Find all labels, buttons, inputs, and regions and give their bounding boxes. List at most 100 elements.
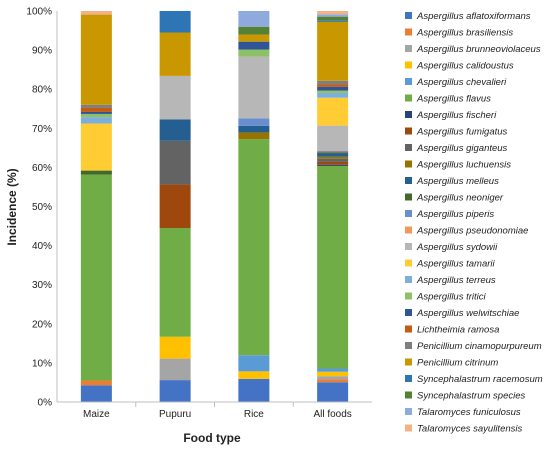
- x-tick-label: Maize: [83, 409, 110, 420]
- bar-segment: [159, 75, 191, 120]
- legend-label: Aspergillus tritici: [416, 292, 487, 303]
- y-tick-label: 0%: [38, 398, 53, 409]
- legend-label: Aspergillus brasiliensis: [416, 28, 513, 39]
- bar-segment: [238, 355, 270, 372]
- bar-segment: [317, 80, 349, 85]
- y-tick-label: 60%: [32, 163, 52, 174]
- bar-segment: [317, 376, 349, 380]
- legend: Aspergillus aflatoxiformans Aspergillus b…: [405, 11, 543, 435]
- bar-segment: [80, 385, 112, 402]
- legend-swatch: [405, 28, 412, 36]
- legend-item: Aspergillus neoniger: [405, 193, 504, 204]
- legend-swatch: [405, 177, 412, 184]
- bar-segment: [238, 139, 270, 356]
- legend-swatch: [405, 144, 412, 151]
- bar-segment: [80, 174, 112, 381]
- bar-segment: [238, 125, 270, 133]
- bar-segment: [317, 382, 349, 402]
- legend-swatch: [405, 78, 412, 85]
- bar-segment: [80, 117, 112, 124]
- y-tick-label: 40%: [32, 241, 52, 252]
- legend-swatch: [405, 12, 412, 19]
- bar-segment: [317, 90, 349, 93]
- legend-item: Aspergillus chevalieri: [405, 77, 507, 88]
- legend-item: Aspergillus tamarii: [405, 259, 495, 270]
- bar-segment: [238, 26, 270, 35]
- legend-swatch: [405, 193, 412, 201]
- bar-segment: [317, 164, 349, 166]
- bar-segment: [80, 107, 112, 112]
- bar-segment: [317, 368, 349, 372]
- legend-item: Penicillium citrinum: [405, 358, 498, 369]
- bar-segment: [317, 156, 349, 159]
- legend-item: Syncephalastrum species: [405, 391, 525, 402]
- bar-segment: [159, 184, 191, 229]
- bar-segment: [238, 56, 270, 119]
- legend-item: Aspergillus flavus: [405, 94, 491, 105]
- bar-segment: [317, 16, 349, 21]
- bar-segment: [317, 92, 349, 98]
- bar-segment: [238, 49, 270, 57]
- bar-segment: [80, 380, 112, 386]
- bar-segment: [238, 118, 270, 126]
- bar-segment: [238, 132, 270, 140]
- legend-item: Talaromyces sayulitensis: [405, 424, 522, 435]
- legend-swatch: [405, 358, 412, 366]
- legend-swatch: [405, 424, 412, 432]
- y-tick-label: 70%: [32, 124, 52, 135]
- legend-item: Aspergillus brunneoviolaceus: [405, 44, 541, 55]
- legend-item: Talaromyces funiculosus: [405, 407, 521, 418]
- bar-segment: [159, 380, 191, 402]
- y-tick-label: 80%: [32, 85, 52, 96]
- legend-label: Aspergillus fischeri: [416, 110, 497, 121]
- bar-segment: [317, 165, 349, 369]
- legend-label: Aspergillus neoniger: [416, 193, 504, 204]
- legend-label: Syncephalastrum racemosum: [417, 374, 543, 385]
- legend-label: Aspergillus pseudonomiae: [416, 226, 528, 237]
- legend-label: Penicillium cinamopurpureum: [417, 341, 542, 352]
- legend-swatch: [405, 342, 412, 349]
- legend-swatch: [405, 391, 412, 399]
- bar-segment: [80, 14, 112, 105]
- legend-label: Aspergillus melleus: [416, 176, 499, 187]
- legend-item: Aspergillus sydowii: [405, 242, 498, 253]
- legend-label: Aspergillus calidoustus: [416, 61, 514, 72]
- bar-segment: [159, 140, 191, 185]
- y-tick-label: 10%: [32, 358, 52, 369]
- y-axis: 0% 10% 20% 30% 40% 50% 60% 70% 80% 90% 100%: [26, 7, 58, 409]
- bar-segment: [159, 119, 191, 141]
- bar-segment: [317, 371, 349, 377]
- bar-segment: [317, 20, 349, 22]
- bar-segment: [317, 379, 349, 383]
- legend-item: Syncephalastrum racemosum: [405, 374, 543, 385]
- bar-segment: [159, 228, 191, 337]
- x-tick-label: All foods: [313, 409, 351, 420]
- y-axis-title: Incidence (%): [5, 168, 19, 245]
- y-tick-label: 30%: [32, 280, 52, 291]
- legend-swatch: [405, 226, 412, 234]
- legend-item: Penicillium cinamopurpureum: [405, 341, 542, 352]
- legend-label: Aspergillus piperis: [416, 209, 494, 220]
- legend-swatch: [405, 243, 412, 250]
- legend-label: Aspergillus luchuensis: [416, 160, 511, 171]
- bar-segment: [317, 151, 349, 153]
- legend-item: Aspergillus terreus: [405, 275, 496, 286]
- legend-swatch: [405, 325, 412, 333]
- bar-segment: [317, 86, 349, 91]
- x-tick-label: Pupuru: [159, 409, 191, 420]
- bar-segment: [317, 97, 349, 126]
- x-axis-title: Food type: [183, 431, 241, 445]
- legend-label: Aspergillus giganteus: [416, 143, 508, 154]
- legend-item: Aspergillus fumigatus: [405, 127, 508, 138]
- bar-segment: [159, 336, 191, 359]
- bar-segment: [317, 158, 349, 162]
- bar-segment: [317, 21, 349, 81]
- legend-label: Aspergillus sydowii: [416, 242, 498, 253]
- legend-swatch: [405, 210, 412, 217]
- legend-item: Aspergillus melleus: [405, 176, 499, 187]
- legend-swatch: [405, 111, 412, 118]
- bar-segment: [80, 11, 112, 15]
- legend-item: Aspergillus brasiliensis: [405, 28, 513, 39]
- legend-swatch: [405, 375, 412, 382]
- legend-label: Lichtheimia ramosa: [417, 325, 499, 336]
